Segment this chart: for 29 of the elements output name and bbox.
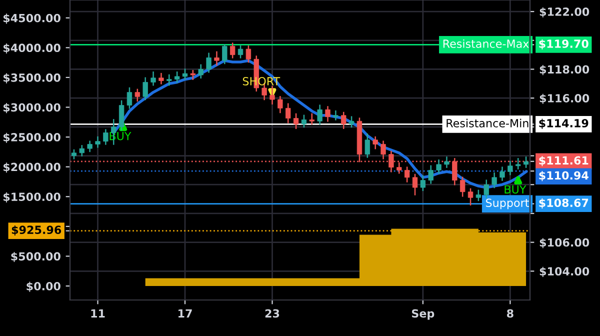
x-tick-label: 17 [178, 309, 192, 318]
y-tick-label: $114.19 [539, 118, 588, 129]
y2-tick-label: $925.96 [12, 225, 62, 236]
y2-tick-label: $4500.00 [4, 14, 60, 24]
y-tick-label: $108.67 [539, 198, 588, 208]
y-tick-label: $122.00 [540, 7, 590, 18]
y2-tick-label: $2000.00 [4, 162, 60, 173]
x-tick-label: 11 [91, 309, 105, 318]
y-tick-label: $110.94 [539, 171, 588, 182]
y2-tick-label: $1500.00 [4, 192, 60, 202]
y-tick-label: $106.00 [540, 238, 590, 248]
y2-tick-label: $4000.00 [4, 43, 60, 54]
y2-tick-label: $500.00 [11, 252, 60, 262]
x-tick-label: 23 [265, 309, 280, 318]
y-tick-label: $118.00 [540, 65, 590, 76]
y-tick-label: $119.70 [539, 39, 588, 50]
y2-tick-label: $3500.00 [4, 73, 60, 84]
x-tick-label: Sep [412, 309, 434, 320]
y2-tick-label: $2500.00 [4, 132, 60, 143]
ref-line-label: Resistance-Min [446, 118, 528, 128]
y2-tick-label: $3000.00 [4, 103, 60, 114]
y-tick-label: $111.61 [539, 156, 588, 166]
ref-line-label: Support [486, 198, 529, 210]
x-tick-label: 8 [506, 309, 514, 318]
annotation: BUY [504, 185, 526, 194]
y2-tick-label: $0.00 [26, 282, 60, 292]
y-tick-label: $116.00 [540, 94, 590, 104]
y-tick-label: $104.00 [540, 266, 590, 278]
ref-line-label: Resistance-Max [443, 39, 529, 48]
